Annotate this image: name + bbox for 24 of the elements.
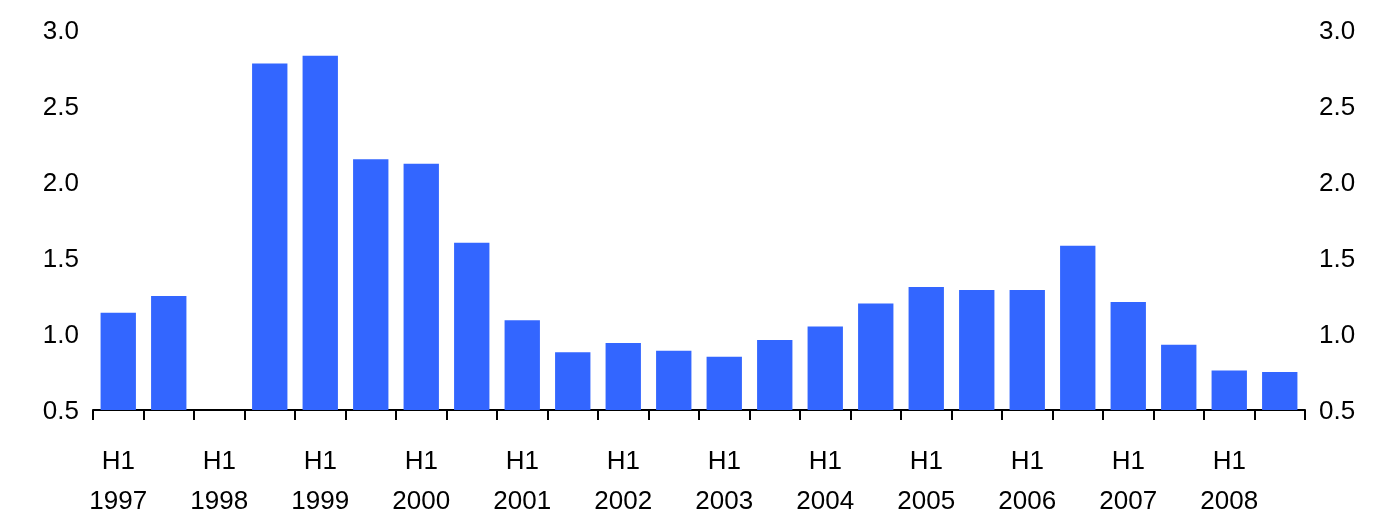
- y2-tick-label: 2.0: [1319, 167, 1356, 197]
- x-tick-label: H1 2002: [594, 445, 653, 515]
- y-tick-label: 2.0: [42, 167, 79, 197]
- x-tick-label: H1 2008: [1200, 445, 1259, 515]
- y2-tick-label: 3.0: [1319, 15, 1356, 45]
- x-tick-label: H1 2007: [1099, 445, 1158, 515]
- y-tick-label: 3.0: [42, 15, 79, 45]
- y2-tick-label: 0.5: [1319, 395, 1356, 425]
- x-tick-label: H1 1998: [190, 445, 249, 515]
- x-tick-label: H1 2005: [897, 445, 956, 515]
- y-tick-label: 0.5: [42, 395, 79, 425]
- x-tick-label: H1 1999: [291, 445, 350, 515]
- y2-tick-label: 1.0: [1319, 319, 1356, 349]
- x-tick-label: H1 2001: [493, 445, 552, 515]
- x-tick-label: H1 2006: [998, 445, 1057, 515]
- x-tick-label: H1 2000: [392, 445, 451, 515]
- y2-tick-label: 1.5: [1319, 243, 1356, 273]
- x-tick-label: H1 2004: [796, 445, 855, 515]
- y-tick-label: 1.0: [42, 319, 79, 349]
- y-tick-label: 2.5: [42, 91, 79, 121]
- x-tick-label: H1 1997: [89, 445, 148, 515]
- y-tick-label: 1.5: [42, 243, 79, 273]
- x-tick-label: H1 2003: [695, 445, 754, 515]
- y2-tick-label: 2.5: [1319, 91, 1356, 121]
